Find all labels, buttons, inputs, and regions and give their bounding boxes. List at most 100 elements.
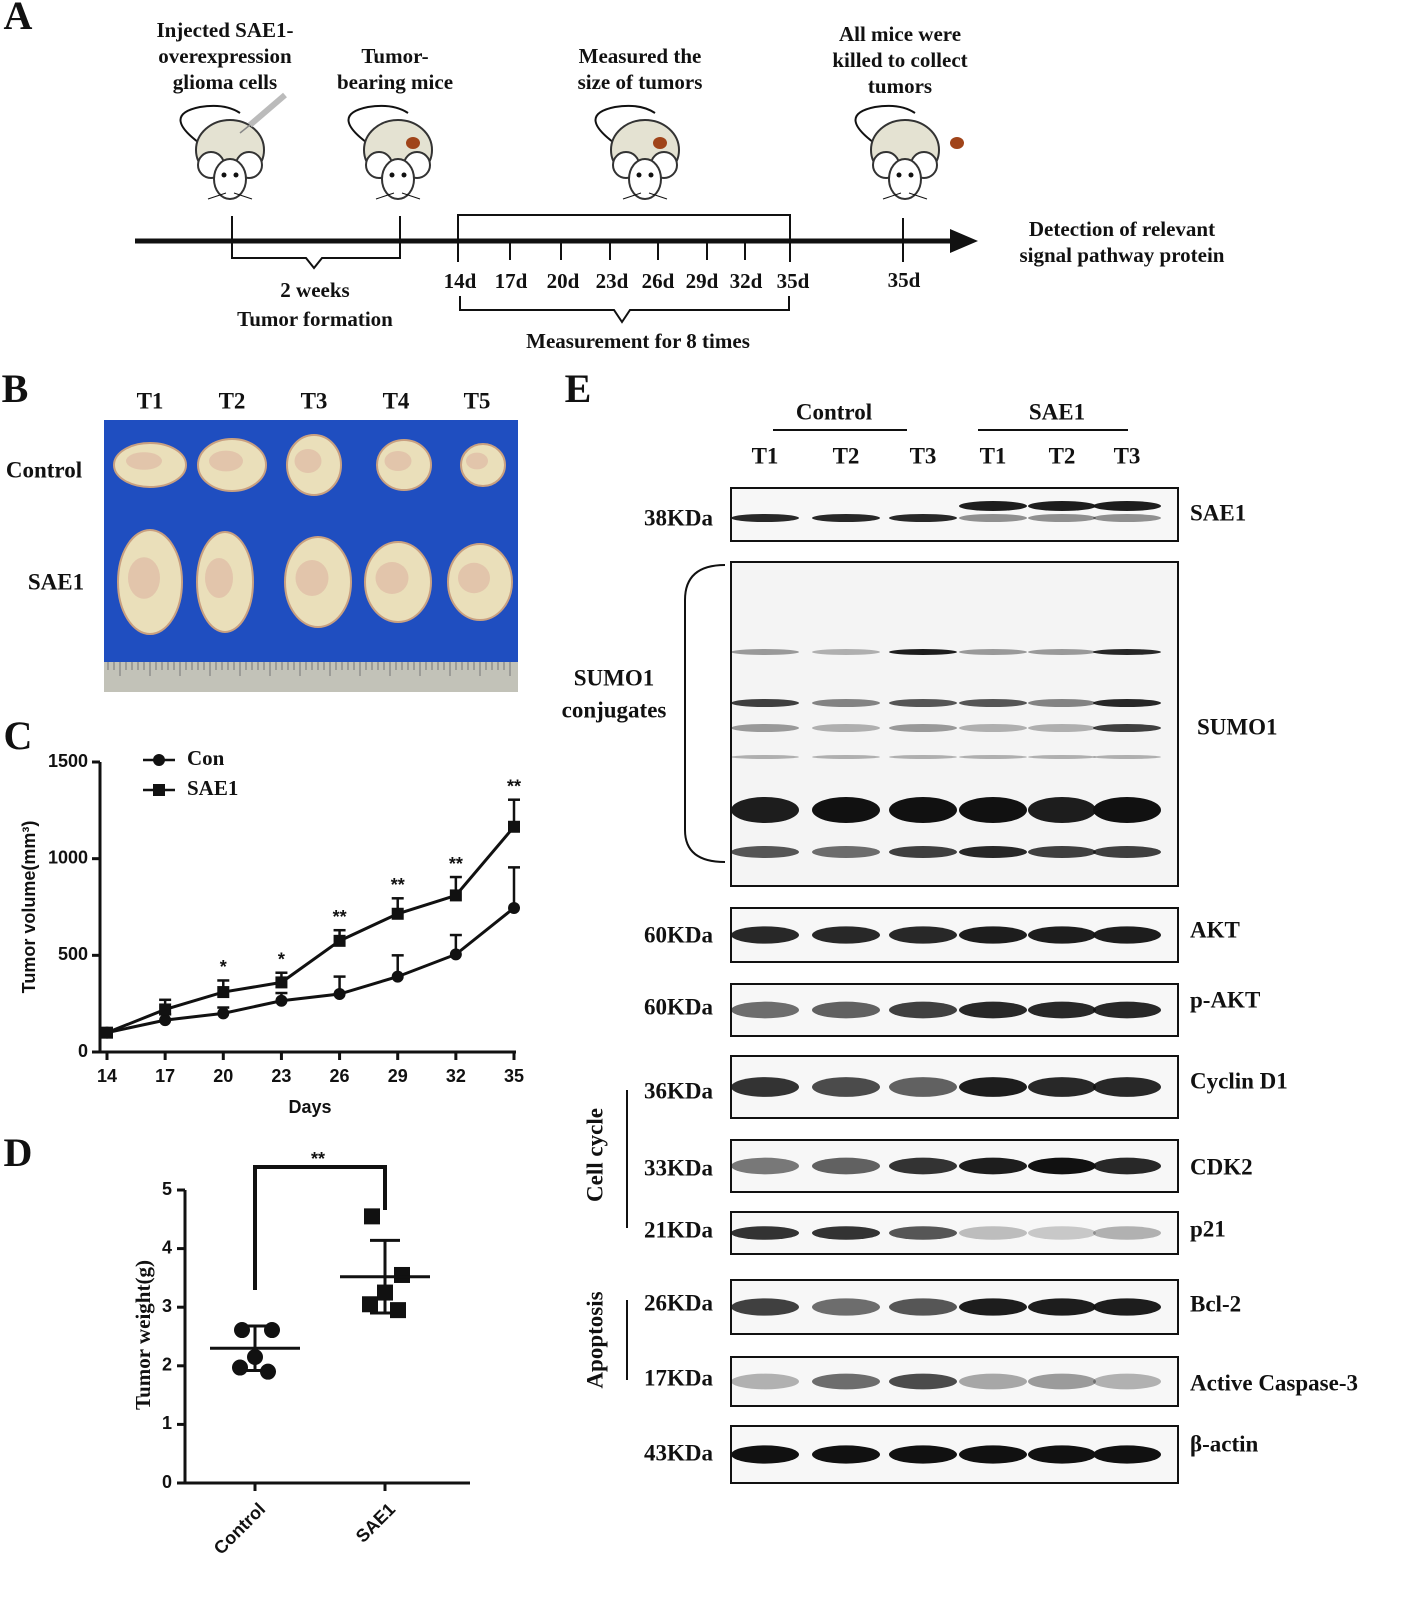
lane-label: T1 (752, 443, 779, 468)
needle (239, 124, 251, 134)
blot-band (889, 1373, 957, 1390)
blot-band (889, 649, 957, 655)
side-group-label: Apoptosis (582, 1291, 607, 1388)
blot-band (731, 1445, 799, 1464)
marker (217, 986, 230, 999)
blot-band (731, 724, 799, 732)
blot-band (1028, 501, 1096, 511)
marker (275, 976, 288, 989)
blot-band (1093, 1001, 1161, 1019)
sumo-label: conjugates (562, 697, 667, 722)
tumor-vessel (294, 449, 322, 473)
significance: ** (391, 875, 405, 895)
x-tick-label: 32 (446, 1066, 466, 1086)
panel-label: E (565, 366, 592, 411)
y-tick-label: 0 (78, 1041, 88, 1061)
protein-label: AKT (1190, 917, 1240, 942)
tumor (376, 439, 432, 491)
panel-label: C (4, 713, 33, 758)
x-axis-label: Days (288, 1097, 331, 1117)
blot-band (1028, 649, 1096, 655)
panel-label: A (4, 0, 33, 38)
size-label: 38KDa (644, 505, 714, 530)
panel-label: B (2, 366, 29, 411)
row-label: Control (6, 457, 82, 482)
marker (333, 988, 346, 1000)
blot-band (889, 699, 957, 707)
tumor-dot (653, 137, 667, 149)
side-group-label: Cell cycle (582, 1108, 607, 1202)
sumo-bracket (684, 564, 726, 863)
blot-band (1028, 1298, 1096, 1316)
tumor-vessel (128, 557, 160, 599)
blot-band (1028, 755, 1096, 759)
blot-band (1028, 1373, 1096, 1390)
step-text: bearing mice (337, 70, 453, 94)
blot-band (812, 1077, 880, 1097)
outcome-text: Detection of relevant (1029, 217, 1215, 241)
y-tick-label: 1500 (48, 751, 88, 771)
blot-band (1093, 699, 1161, 707)
blot-band (731, 649, 799, 655)
size-label: 60KDa (644, 922, 714, 947)
step-text: killed to collect (832, 48, 967, 72)
tumor-dot (406, 137, 420, 149)
x-tick-label: 14 (97, 1066, 117, 1086)
protein-label: p21 (1190, 1216, 1226, 1241)
blot-band (731, 1157, 799, 1175)
blot-band (889, 797, 957, 823)
marker (217, 1007, 230, 1020)
blot-band (889, 1077, 957, 1097)
y-tick-label: 1000 (48, 847, 88, 867)
x-tick-label: 29 (388, 1066, 408, 1086)
tumor-vessel (295, 560, 329, 596)
blot-band (1093, 1373, 1161, 1390)
blot-band (812, 1226, 880, 1240)
blot-band (959, 755, 1027, 759)
significance: * (220, 957, 227, 977)
blot-band (889, 1001, 957, 1019)
blot-band (812, 1157, 880, 1175)
blot-band (959, 1373, 1027, 1390)
marker (333, 934, 346, 947)
mouse-eye (896, 172, 902, 178)
blot-band (812, 755, 880, 759)
day-label: 35d (888, 268, 921, 292)
bracket (457, 214, 791, 262)
tumor (286, 434, 342, 496)
blot-band (889, 514, 957, 522)
mouse-eye (636, 172, 642, 178)
blot-band (1093, 846, 1161, 858)
tumor-dot (950, 137, 964, 149)
blot-band (1028, 926, 1096, 944)
marker (391, 907, 404, 920)
tumor-vessel (384, 451, 412, 471)
y-tick-label: 1 (162, 1413, 172, 1433)
mouse-tail (594, 104, 656, 146)
blot-band (1028, 1157, 1096, 1175)
step-text: All mice were (839, 22, 961, 46)
blot-band (812, 1373, 880, 1390)
blot-band (959, 1077, 1027, 1097)
column-label: T5 (464, 388, 491, 413)
mouse-eye (221, 172, 227, 178)
lane-label: T2 (833, 443, 860, 468)
lane-label: T3 (910, 443, 937, 468)
mouse-head (628, 158, 662, 200)
day-label: 20d (547, 269, 580, 293)
mouse-eye (389, 172, 395, 178)
blot-band (889, 926, 957, 944)
blot-band (889, 724, 957, 732)
blot-band (812, 926, 880, 944)
mouse-eye (233, 172, 239, 178)
blot-band (812, 1445, 880, 1464)
blot-band (1028, 1001, 1096, 1019)
y-tick-label: 4 (162, 1237, 172, 1257)
y-tick-label: 5 (162, 1179, 172, 1199)
lane-label: T2 (1049, 443, 1076, 468)
x-tick-label: Control (210, 1499, 269, 1558)
size-label: 17KDa (644, 1365, 714, 1390)
blot-band (959, 797, 1027, 823)
marker (391, 970, 404, 983)
blot-band (731, 926, 799, 944)
